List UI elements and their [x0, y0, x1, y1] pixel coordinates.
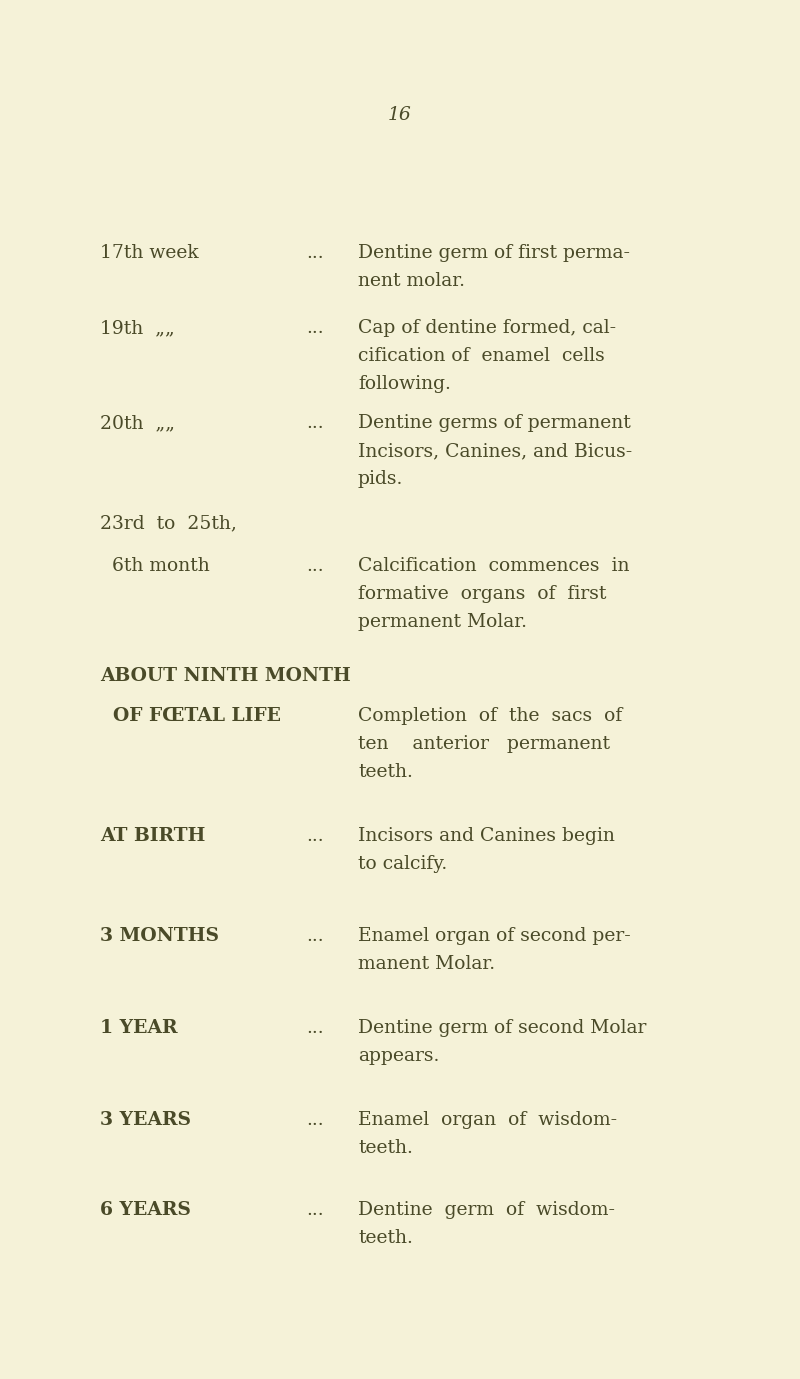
Text: ABOUT NINTH MONTH: ABOUT NINTH MONTH [100, 667, 350, 685]
Text: Completion  of  the  sacs  of: Completion of the sacs of [358, 707, 622, 725]
Text: 17th week: 17th week [100, 244, 198, 262]
Text: 6 YEARS: 6 YEARS [100, 1201, 191, 1219]
Text: Enamel  organ  of  wisdom-: Enamel organ of wisdom- [358, 1111, 617, 1129]
Text: Dentine germs of permanent: Dentine germs of permanent [358, 414, 630, 432]
Text: pids.: pids. [358, 470, 403, 488]
Text: ...: ... [306, 1201, 324, 1219]
Text: manent Molar.: manent Molar. [358, 956, 495, 974]
Text: to calcify.: to calcify. [358, 855, 447, 873]
Text: 23rd  to  25th,: 23rd to 25th, [100, 514, 237, 532]
Text: appears.: appears. [358, 1047, 439, 1065]
Text: AT BIRTH: AT BIRTH [100, 827, 206, 845]
Text: 19th  „„: 19th „„ [100, 319, 174, 336]
Text: following.: following. [358, 375, 451, 393]
Text: Dentine germ of second Molar: Dentine germ of second Molar [358, 1019, 646, 1037]
Text: teeth.: teeth. [358, 1139, 413, 1157]
Text: ...: ... [306, 927, 324, 945]
Text: Enamel organ of second per-: Enamel organ of second per- [358, 927, 630, 945]
Text: Cap of dentine formed, cal-: Cap of dentine formed, cal- [358, 319, 616, 336]
Text: Calcification  commences  in: Calcification commences in [358, 557, 630, 575]
Text: ...: ... [306, 1019, 324, 1037]
Text: Dentine germ of first perma-: Dentine germ of first perma- [358, 244, 630, 262]
Text: ...: ... [306, 244, 324, 262]
Text: nent molar.: nent molar. [358, 272, 465, 290]
Text: ...: ... [306, 319, 324, 336]
Text: ten    anterior   permanent: ten anterior permanent [358, 735, 610, 753]
Text: 3 YEARS: 3 YEARS [100, 1111, 191, 1129]
Text: permanent Molar.: permanent Molar. [358, 614, 527, 632]
Text: formative  organs  of  first: formative organs of first [358, 585, 606, 603]
Text: ...: ... [306, 1111, 324, 1129]
Text: ...: ... [306, 414, 324, 432]
Text: Incisors and Canines begin: Incisors and Canines begin [358, 827, 615, 845]
Text: ...: ... [306, 827, 324, 845]
Text: 16: 16 [388, 106, 412, 124]
Text: cification of  enamel  cells: cification of enamel cells [358, 348, 605, 365]
Text: 20th  „„: 20th „„ [100, 414, 175, 432]
Text: 6th month: 6th month [100, 557, 210, 575]
Text: teeth.: teeth. [358, 763, 413, 781]
Text: OF FŒTAL LIFE: OF FŒTAL LIFE [100, 707, 281, 725]
Text: 3 MONTHS: 3 MONTHS [100, 927, 219, 945]
Text: Dentine  germ  of  wisdom-: Dentine germ of wisdom- [358, 1201, 615, 1219]
Text: ...: ... [306, 557, 324, 575]
Text: Incisors, Canines, and Bicus-: Incisors, Canines, and Bicus- [358, 443, 632, 461]
Text: teeth.: teeth. [358, 1229, 413, 1247]
Text: 1 YEAR: 1 YEAR [100, 1019, 178, 1037]
